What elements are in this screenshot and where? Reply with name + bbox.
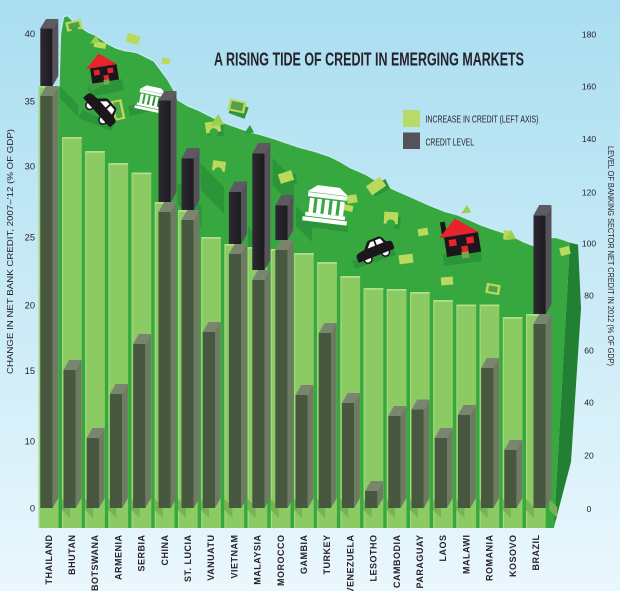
svg-text:TURKEY: TURKEY — [322, 535, 332, 575]
svg-text:30: 30 — [25, 161, 35, 171]
svg-text:20: 20 — [25, 300, 35, 310]
svg-text:CHANGE IN NET BANK CREDIT, 200: CHANGE IN NET BANK CREDIT, 2007–’12 (% O… — [5, 129, 15, 374]
svg-text:60: 60 — [584, 345, 594, 355]
svg-text:MALAYSIA: MALAYSIA — [253, 535, 263, 585]
svg-text:80: 80 — [584, 290, 594, 300]
svg-text:ST. LUCIA: ST. LUCIA — [183, 535, 193, 583]
svg-text:MOROCCO: MOROCCO — [276, 535, 286, 587]
svg-text:LAOS: LAOS — [438, 535, 448, 562]
svg-text:140: 140 — [582, 134, 596, 144]
svg-text:GAMBIA: GAMBIA — [299, 535, 309, 575]
svg-text:35: 35 — [25, 96, 35, 106]
svg-text:180: 180 — [582, 29, 596, 39]
svg-text:ROMANIA: ROMANIA — [485, 535, 495, 582]
svg-text:SERBIA: SERBIA — [137, 535, 147, 572]
svg-text:CREDIT LEVEL: CREDIT LEVEL — [426, 138, 475, 149]
svg-text:VIETNAM: VIETNAM — [229, 535, 239, 579]
svg-text:100: 100 — [582, 238, 596, 248]
svg-text:20: 20 — [584, 450, 594, 460]
svg-text:VENEZUELA: VENEZUELA — [345, 535, 355, 591]
svg-text:VANUATU: VANUATU — [206, 535, 216, 581]
svg-text:THAILAND: THAILAND — [44, 535, 54, 585]
svg-text:PARAGUAY: PARAGUAY — [415, 535, 425, 589]
svg-text:120: 120 — [582, 187, 596, 197]
svg-text:INCREASE IN CREDIT (LEFT AXIS): INCREASE IN CREDIT (LEFT AXIS) — [426, 115, 539, 126]
svg-text:25: 25 — [25, 232, 35, 242]
svg-text:10: 10 — [25, 436, 35, 446]
svg-text:ARMENIA: ARMENIA — [113, 535, 123, 581]
svg-text:A RISING TIDE OF CREDIT IN EME: A RISING TIDE OF CREDIT IN EMERGING MARK… — [214, 50, 524, 70]
svg-text:BHUTAN: BHUTAN — [67, 535, 77, 575]
svg-text:0: 0 — [30, 503, 35, 513]
svg-text:40: 40 — [584, 397, 594, 407]
svg-text:LEVEL OF BANKING SECTOR NET CR: LEVEL OF BANKING SECTOR NET CREDIT IN 20… — [606, 146, 615, 366]
svg-text:LESOTHO: LESOTHO — [369, 535, 379, 582]
svg-text:15: 15 — [25, 366, 35, 376]
svg-text:MALAWI: MALAWI — [461, 535, 471, 575]
svg-text:KOSOVO: KOSOVO — [508, 535, 518, 578]
svg-text:CHINA: CHINA — [160, 535, 170, 566]
svg-text:0: 0 — [587, 504, 592, 514]
svg-text:160: 160 — [582, 81, 596, 91]
svg-text:CAMBODIA: CAMBODIA — [392, 535, 402, 589]
svg-text:40: 40 — [25, 29, 35, 39]
svg-text:BOTSWANA: BOTSWANA — [90, 535, 100, 591]
svg-text:BRAZIL: BRAZIL — [531, 535, 541, 571]
